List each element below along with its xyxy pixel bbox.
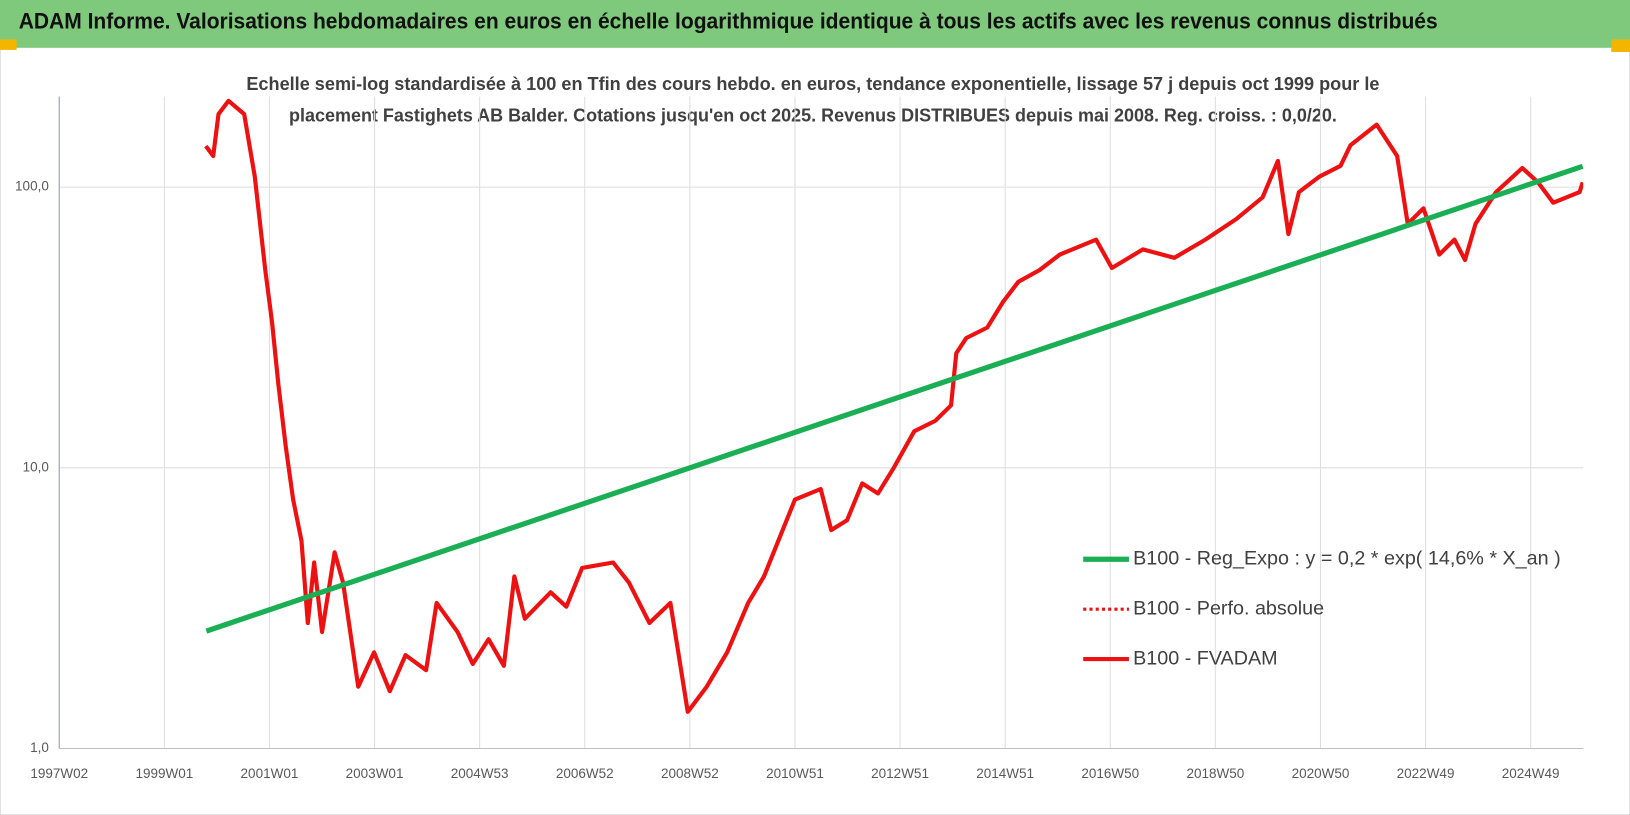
x-tick-label: 2020W50 (1292, 766, 1350, 781)
corner (1611, 39, 1630, 52)
corner (0, 39, 17, 50)
y-tick-label: 100,0 (15, 179, 49, 194)
legend-label: B100 - Perfo. absolue (1133, 597, 1324, 619)
legend-label: B100 - Reg_Expo : y = 0,2 * exp( 14,6% *… (1133, 547, 1561, 569)
x-tick-label: 2006W52 (556, 766, 614, 781)
y-tick-label: 1,0 (30, 740, 49, 755)
x-tick-label: 2012W51 (871, 766, 929, 781)
title-bar (0, 0, 1630, 48)
x-tick-label: 2018W50 (1186, 766, 1244, 781)
x-tick-label: 2016W50 (1081, 766, 1139, 781)
legend-label: B100 - FVADAM (1133, 647, 1278, 669)
subtitle: Echelle semi-log standardisée à 100 en T… (246, 73, 1379, 94)
x-tick-label: 2014W51 (976, 766, 1034, 781)
y-tick-label: 10,0 (23, 459, 49, 474)
chart-title: ADAM Informe. Valorisations hebdomadaire… (19, 9, 1438, 34)
x-tick-label: 2024W49 (1502, 766, 1560, 781)
x-tick-label: 2010W51 (766, 766, 824, 781)
x-tick-label: 2008W52 (661, 766, 719, 781)
x-tick-label: 2004W53 (451, 766, 509, 781)
x-tick-label: 2022W49 (1397, 766, 1455, 781)
x-tick-label: 2001W01 (241, 766, 299, 781)
series-line (204, 98, 1584, 714)
x-tick-label: 1997W02 (30, 766, 88, 781)
series-line (205, 163, 1584, 634)
subtitle: placement Fastighets AB Balder. Cotation… (289, 104, 1337, 125)
x-tick-label: 1999W01 (135, 766, 193, 781)
x-tick-label: 2003W01 (346, 766, 404, 781)
